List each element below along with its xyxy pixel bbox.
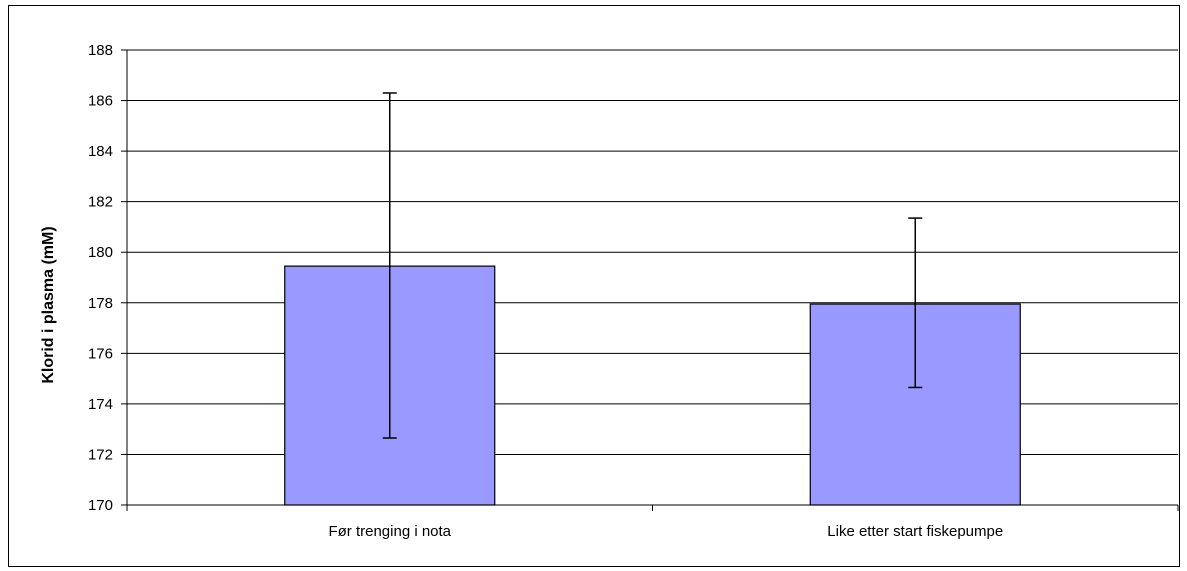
y-axis-title: Klorid i plasma (mM) [40, 226, 57, 383]
y-tick-label: 174 [88, 396, 113, 413]
y-tick-label: 186 [88, 93, 113, 110]
y-tick-label: 172 [88, 446, 113, 463]
x-category-label: Like etter start fiskepumpe [827, 523, 1003, 540]
y-tick-label: 180 [88, 244, 113, 261]
y-tick-label: 170 [88, 497, 113, 514]
axes [121, 49, 1179, 511]
x-category-label: Før trenging i nota [328, 523, 451, 540]
y-tick-label: 188 [88, 42, 113, 59]
y-tick-label: 176 [88, 345, 113, 362]
y-tick-label: 178 [88, 295, 113, 312]
tick-labels: 170 172 174 176 178 180 182 184 186 188 Før trengi… [88, 42, 1003, 540]
y-tick-label: 184 [88, 143, 113, 160]
error-bars [382, 92, 923, 439]
y-tick-label: 182 [88, 194, 113, 211]
bars [284, 265, 1021, 506]
